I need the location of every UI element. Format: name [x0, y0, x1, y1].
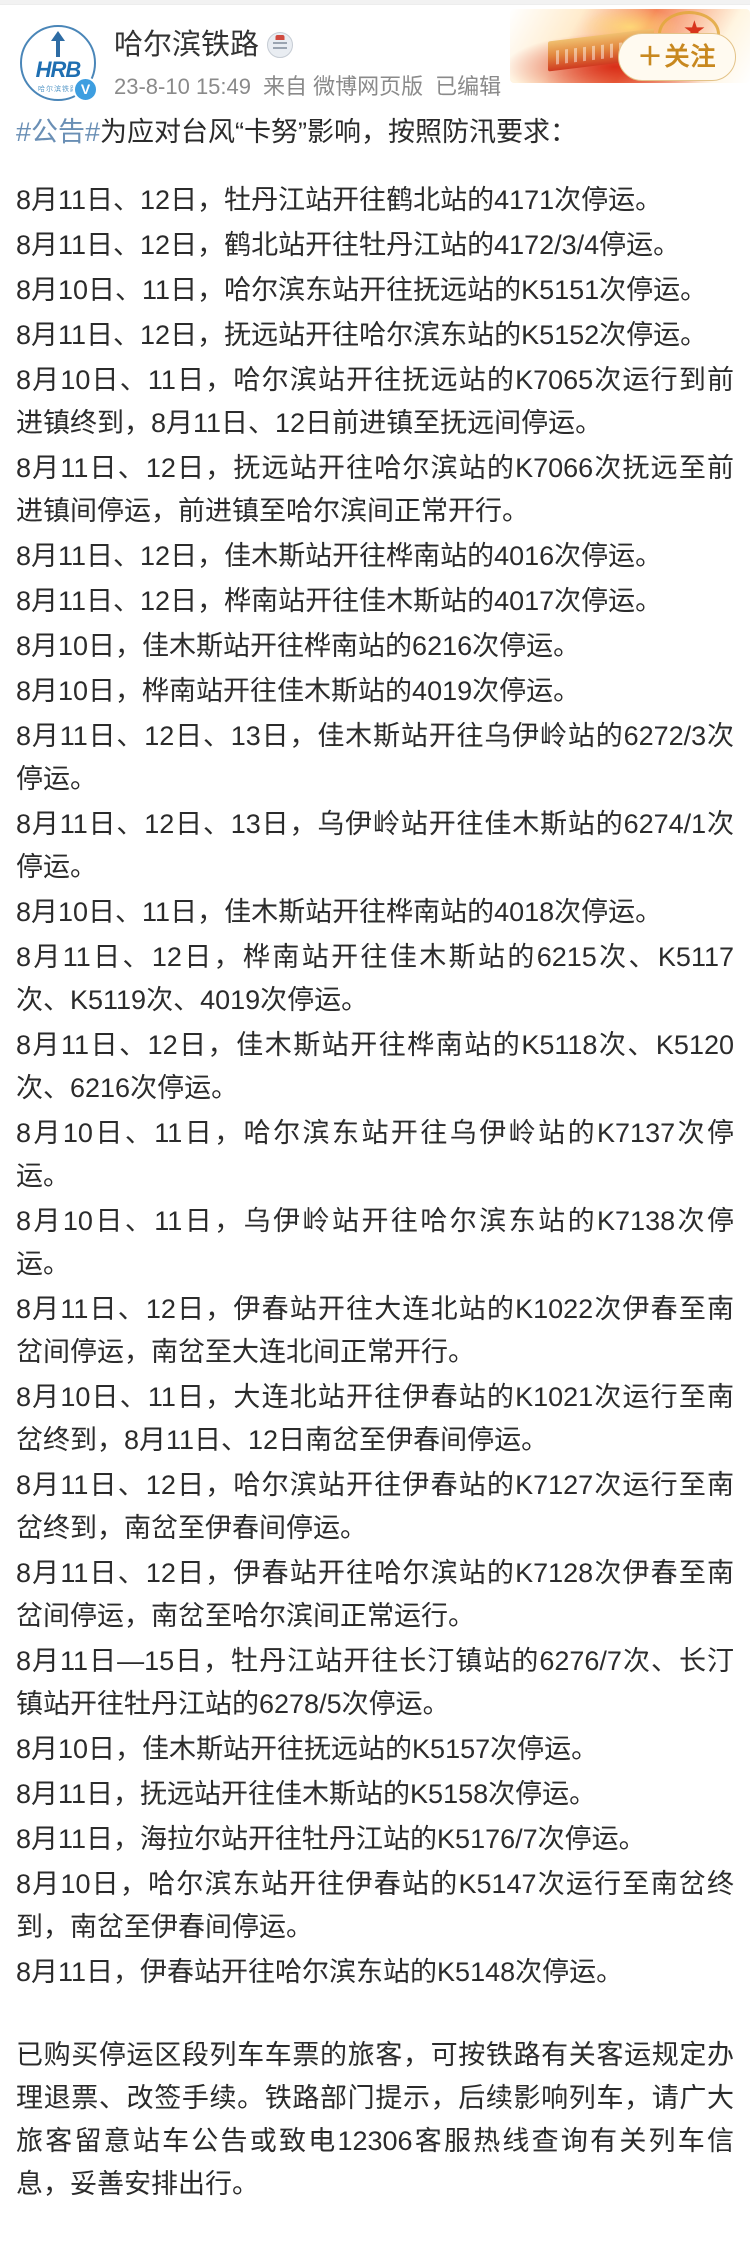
source-prefix-label: 来自 — [263, 74, 308, 99]
post-timestamp: 23-8-10 15:49 — [114, 74, 251, 99]
list-item: 8月11日、12日，桦南站开往佳木斯站的4017次停运。 — [16, 586, 663, 616]
list-item: 8月11日，抚远站开往佳木斯站的K5158次停运。 — [16, 1779, 597, 1809]
list-item: 8月11日、12日，佳木斯站开往桦南站的4016次停运。 — [16, 541, 663, 571]
list-item: 8月10日、11日，佳木斯站开往桦南站的4018次停运。 — [16, 897, 663, 927]
list-item: 8月11日、12日，抚远站开往哈尔滨站的K7066次抚远至前进镇间停运，前进镇至… — [16, 453, 734, 526]
list-item: 8月10日、11日，哈尔滨东站开往乌伊岭站的K7137次停运。 — [16, 1118, 734, 1191]
header-text-block: 哈尔滨铁路 23-8-10 15:49 来自 微博网页版 已编辑 — [114, 23, 750, 101]
list-item: 8月11日—15日，牡丹江站开往长汀镇站的6276/7次、长汀镇站开往牡丹江站的… — [16, 1646, 734, 1719]
list-item: 8月10日，哈尔滨东站开往伊春站的K5147次运行至南岔终到，南岔至伊春间停运。 — [16, 1869, 734, 1942]
author-display-name[interactable]: 哈尔滨铁路 — [114, 29, 260, 61]
list-item: 8月11日、12日，桦南站开往佳木斯站的6215次、K5117次、K5119次、… — [16, 942, 734, 1015]
post-content: #公告#为应对台风“卡努”影响，按照防汛要求： 8月11日、12日，牡丹江站开往… — [0, 109, 750, 2236]
railway-emblem-icon — [56, 35, 60, 57]
list-item: 8月11日，伊春站开往哈尔滨东站的K5148次停运。 — [16, 1957, 624, 1987]
avatar-image: HRB 哈尔滨铁路 — [20, 25, 96, 101]
list-item: 8月11日、12日，佳木斯站开往桦南站的K5118次、K5120次、6216次停… — [16, 1030, 734, 1103]
edited-label: 已编辑 — [435, 74, 502, 99]
list-item: 8月10日、11日，哈尔滨东站开往抚远站的K5151次停运。 — [16, 275, 708, 305]
list-item: 8月10日，佳木斯站开往抚远站的K5157次停运。 — [16, 1734, 599, 1764]
follow-button[interactable]: ＋ 关注 — [618, 33, 736, 81]
avatar[interactable]: HRB 哈尔滨铁路 V — [20, 25, 98, 102]
list-item: 8月11日、12日，牡丹江站开往鹤北站的4171次停运。 — [16, 185, 663, 215]
list-item: 8月10日，佳木斯站开往桦南站的6216次停运。 — [16, 631, 581, 661]
lead-paragraph: #公告#为应对台风“卡努”影响，按照防汛要求： — [16, 111, 734, 153]
plus-icon: ＋ — [637, 42, 663, 71]
list-item: 8月10日，桦南站开往佳木斯站的4019次停运。 — [16, 676, 581, 706]
topic-tag-link[interactable]: #公告# — [16, 117, 101, 147]
list-item: 8月10日、11日，哈尔滨站开往抚远站的K7065次运行到前进镇终到，8月11日… — [16, 365, 734, 438]
list-item: 8月11日、12日，伊春站开往大连北站的K1022次伊春至南岔间停运，南岔至大连… — [16, 1294, 734, 1367]
list-item: 8月10日、11日，乌伊岭站开往哈尔滨东站的K7138次停运。 — [16, 1206, 734, 1279]
list-item: 8月11日，海拉尔站开往牡丹江站的K5176/7次停运。 — [16, 1824, 646, 1854]
list-item: 8月11日、12日，抚远站开往哈尔滨东站的K5152次停运。 — [16, 320, 708, 350]
verified-badge-icon[interactable]: V — [73, 77, 98, 102]
lead-text: 为应对台风“卡努”影响，按照防汛要求： — [100, 117, 578, 147]
avatar-sub-text: 哈尔滨铁路 — [38, 86, 78, 93]
list-item: 8月11日、12日，鹤北站开往牡丹江站的4172/3/4停运。 — [16, 230, 681, 260]
list-item: 8月10日、11日，大连北站开往伊春站的K1021次运行至南岔终到，8月11日、… — [16, 1382, 734, 1455]
avatar-logo-text: HRB — [35, 57, 82, 82]
list-item: 8月11日、12日，哈尔滨站开往伊春站的K7127次运行至南岔终到，南岔至伊春间… — [16, 1470, 734, 1543]
post-meta-row: 23-8-10 15:49 来自 微博网页版 已编辑 — [114, 73, 750, 101]
follow-area: ★ ＋ 关注 — [510, 5, 750, 105]
official-seal-icon — [267, 32, 294, 58]
follow-button-label: 关注 — [664, 43, 717, 71]
post-source-link[interactable]: 微博网页版 — [313, 74, 424, 99]
post-header: HRB 哈尔滨铁路 V 哈尔滨铁路 23-8-10 15:49 来自 微博网页版已… — [0, 5, 750, 109]
notice-list: 8月11日、12日，牡丹江站开往鹤北站的4171次停运。 8月11日、12日，鹤… — [16, 179, 734, 1994]
closing-paragraph: 已购买停运区段列车车票的旅客，可按铁路有关客运规定办理退票、改签手续。铁路部门提… — [16, 2040, 734, 2199]
list-item: 8月11日、12日、13日，乌伊岭站开往佳木斯站的6274/1次停运。 — [16, 809, 734, 882]
list-item: 8月11日、12日，伊春站开往哈尔滨站的K7128次伊春至南岔间停运，南岔至哈尔… — [16, 1558, 734, 1631]
top-divider — [0, 0, 750, 5]
author-name-row: 哈尔滨铁路 — [114, 27, 750, 63]
list-item: 8月11日、12日、13日，佳木斯站开往乌伊岭站的6272/3次停运。 — [16, 721, 734, 794]
